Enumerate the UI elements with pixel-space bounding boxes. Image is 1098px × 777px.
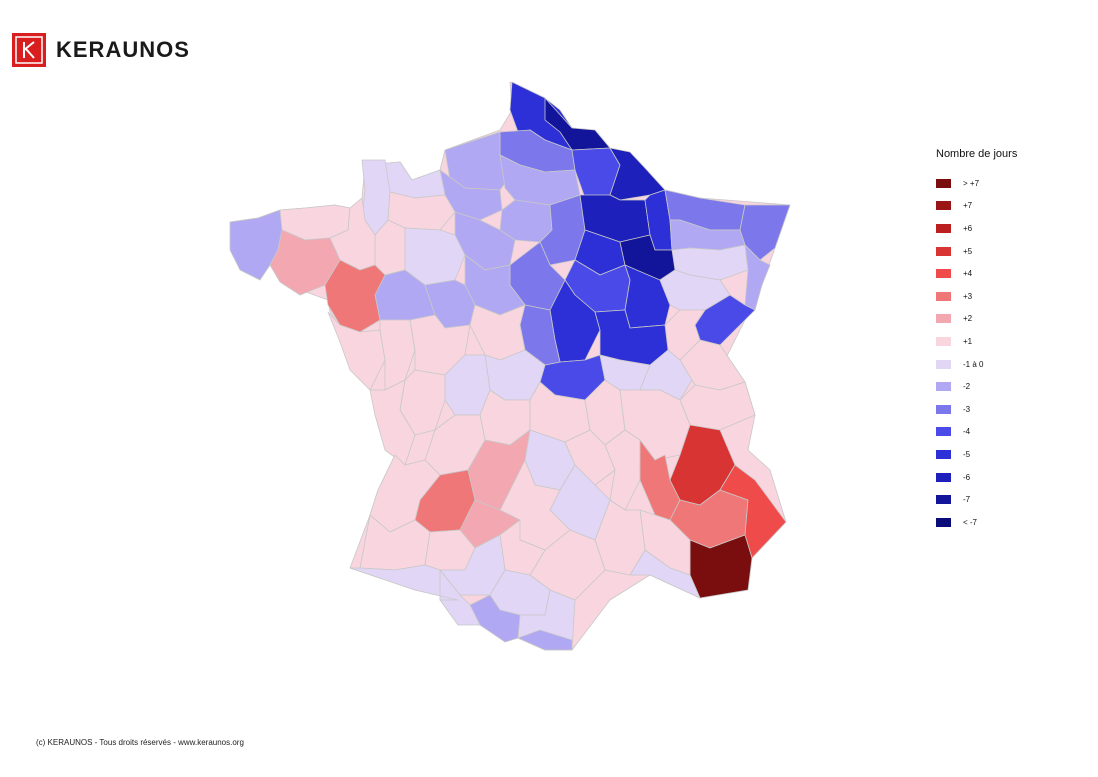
legend-label: -6: [963, 472, 971, 482]
legend-item: -3: [936, 398, 1017, 421]
legend-items: > +7 +7 +6 +5 +4 +3 +2 +1 -1 à 0 -2 -3 -4 -5 -6 -7 < -7: [936, 172, 1017, 534]
legend-label: -1 à 0: [963, 359, 984, 369]
legend-swatch: [936, 472, 951, 482]
legend-item: -2: [936, 375, 1017, 398]
dept-loire-atlantique: [324, 259, 386, 333]
legend-label: +5: [963, 246, 973, 256]
dept-ardennes: [609, 147, 666, 201]
legend-label: -4: [963, 427, 971, 437]
legend-label: +6: [963, 223, 973, 233]
legend-item: > +7: [936, 172, 1017, 195]
legend-item: -6: [936, 466, 1017, 489]
legend-item: +7: [936, 195, 1017, 218]
legend-swatch: [936, 449, 951, 459]
dept-ardeche: [604, 429, 641, 511]
legend-item: -1 à 0: [936, 353, 1017, 376]
legend-swatch: [936, 336, 951, 346]
legend-label: +3: [963, 291, 973, 301]
legend-label: > +7: [963, 178, 980, 188]
legend-label: -3: [963, 404, 971, 414]
dept-haut-rhin: [744, 244, 771, 311]
france-map: [229, 81, 791, 651]
legend-item: +3: [936, 285, 1017, 308]
legend-label: -5: [963, 449, 971, 459]
legend-swatch: [936, 382, 951, 392]
legend-label: -2: [963, 382, 971, 392]
legend-swatch: [936, 201, 951, 211]
dept-alpes-maritimes: [719, 464, 787, 559]
dept-var: [689, 534, 753, 599]
legend-item: +5: [936, 240, 1017, 263]
dept-charente-maritime: [369, 379, 416, 466]
legend-item: +4: [936, 262, 1017, 285]
legend-label: +2: [963, 314, 973, 324]
copyright-footer: (c) KERAUNOS - Tous droits réservés - ww…: [36, 738, 244, 747]
legend-swatch: [936, 427, 951, 437]
dept-pyrenees-orientales: [517, 629, 573, 651]
legend-label: +4: [963, 269, 973, 279]
legend-item: -5: [936, 443, 1017, 466]
legend-item: +2: [936, 308, 1017, 331]
dept-gers: [439, 534, 506, 596]
dept-pyrenees-atlantiques: [349, 564, 459, 601]
legend-label: +1: [963, 336, 973, 346]
legend-swatch: [936, 314, 951, 324]
legend-item: -7: [936, 488, 1017, 511]
dept-isere: [619, 389, 691, 461]
brand-name: KERAUNOS: [56, 37, 190, 62]
legend-swatch: [936, 178, 951, 188]
legend-label: < -7: [963, 517, 978, 527]
keraunos-logo-icon: [12, 33, 46, 67]
keraunos-logo: KERAUNOS: [12, 33, 190, 67]
map-legend: Nombre de jours > +7 +7 +6 +5 +4 +3 +2 +1 -1 à 0…: [936, 148, 1017, 534]
legend-item: -4: [936, 421, 1017, 444]
legend-label: +7: [963, 201, 973, 211]
dept-ariege: [469, 594, 521, 643]
legend-swatch: [936, 223, 951, 233]
legend-item: < -7: [936, 511, 1017, 534]
legend-item: +1: [936, 330, 1017, 353]
legend-swatch: [936, 269, 951, 279]
legend-label: -7: [963, 495, 971, 505]
legend-swatch: [936, 404, 951, 414]
legend-swatch: [936, 291, 951, 301]
legend-swatch: [936, 246, 951, 256]
legend-item: +6: [936, 217, 1017, 240]
legend-title: Nombre de jours: [936, 148, 1018, 160]
legend-swatch: [936, 517, 951, 527]
legend-swatch: [936, 359, 951, 369]
legend-swatch: [936, 495, 951, 505]
